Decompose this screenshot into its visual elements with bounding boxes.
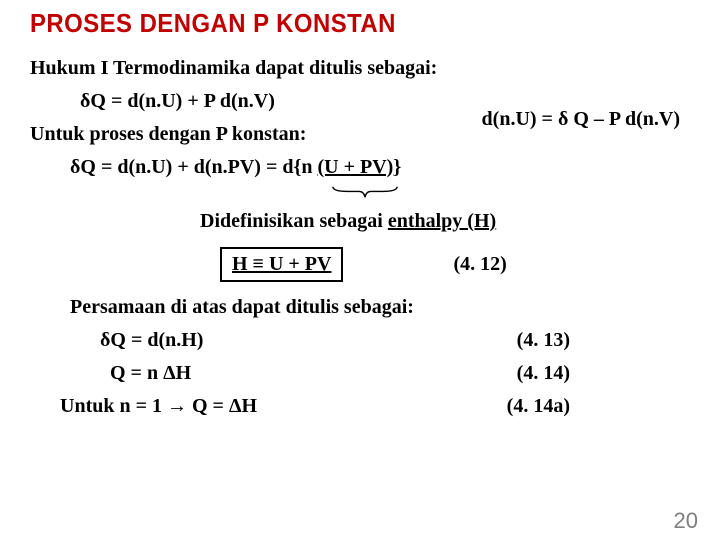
curly-brace-icon [330, 183, 400, 201]
enthalpy-term: enthalpy (H) [388, 210, 496, 232]
slide-title: PROSES DENGAN P KONSTAN [30, 8, 637, 39]
page-number: 20 [674, 508, 698, 534]
equation-5: Untuk n = 1 → Q = ΔH [30, 395, 257, 418]
equation-3: δQ = d(n.H) [30, 329, 203, 352]
eq5-a: Untuk n = 1 [60, 395, 167, 417]
eqn-number-414: (4. 14) [517, 362, 570, 385]
rewrite-text: Persamaan di atas dapat ditulis sebagai: [30, 296, 690, 319]
eq2-part-a: δQ = d(n.U) + d(n.PV) = d{n [70, 156, 318, 178]
equation-side: d(n.U) = δ Q – P d(n.V) [482, 108, 680, 131]
equation-1: δQ = d(n.U) + P d(n.V) [30, 90, 306, 113]
equation-4: Q = n ΔH [30, 362, 191, 385]
enthalpy-definition-text: Didefinisikan sebagai enthalpy (H) [30, 210, 690, 233]
enthalpy-formula-box: H ≡ U + PV [220, 247, 343, 282]
arrow-icon: → [167, 395, 187, 417]
eq2-upv: (U + PV) [318, 156, 394, 178]
eqn-number-414a: (4. 14a) [507, 395, 570, 418]
equation-2: δQ = d(n.U) + d(n.PV) = d{n (U + PV)} [30, 156, 690, 179]
eq2-part-c: } [393, 156, 401, 178]
intro-text: Hukum I Termodinamika dapat ditulis seba… [30, 57, 690, 80]
eqn-number-412: (4. 12) [453, 253, 506, 276]
eqn-number-413: (4. 13) [517, 329, 570, 352]
defined-as: Didefinisikan sebagai [200, 210, 388, 232]
eq5-b: Q = ΔH [187, 395, 257, 417]
const-p-text: Untuk proses dengan P konstan: [30, 123, 306, 146]
